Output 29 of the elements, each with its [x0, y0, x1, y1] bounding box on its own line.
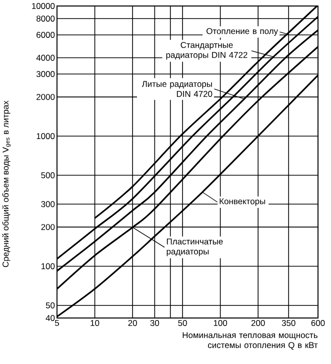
annotation: Стандартные радиаторы DIN 4722 — [166, 42, 248, 60]
y-tick-label: 10000 — [32, 3, 55, 9]
x-tick-label: 10 — [90, 320, 100, 326]
y-tick-label: 3000 — [36, 71, 55, 78]
x-tick-label: 100 — [214, 320, 228, 326]
y-tick-label: 4000 — [36, 54, 55, 61]
annotation: Пластинчатые радиаторы — [166, 238, 223, 256]
x-tick-label: 30 — [150, 320, 160, 326]
annotation: Конвекторы — [220, 198, 266, 206]
y-tick-label: 50 — [46, 302, 55, 308]
x-tick-label: 350 — [282, 320, 296, 326]
y-tick-label: 8000 — [36, 16, 55, 22]
annotation: Литые радиаторы DIN 4720 — [142, 81, 212, 97]
y-tick-label: 1000 — [36, 133, 55, 140]
y-axis-title: Средний общий объем воды V$_{ges}$ в литрах — [2, 100, 11, 268]
x-tick-label: 20 — [128, 320, 137, 326]
x-tick-label: 5 — [54, 320, 60, 326]
y-tick-label: 40 — [46, 315, 55, 321]
x-tick-label: 200 — [251, 320, 265, 326]
x-tick-label: 600 — [311, 320, 325, 326]
y-tick-label: 2000 — [36, 94, 55, 100]
y-tick-label: 6000 — [36, 32, 55, 38]
annotation: Отопление в полу — [206, 28, 278, 36]
y-tick-label: 300 — [41, 201, 55, 208]
y-tick-label: 500 — [41, 172, 55, 178]
x-tick-label: 50 — [178, 320, 187, 326]
x-axis-title: Номинальная тепловая мощность системы отопления Q в кВт — [182, 332, 318, 350]
y-tick-label: 100 — [41, 263, 55, 270]
y-tick-label: 200 — [41, 224, 55, 230]
